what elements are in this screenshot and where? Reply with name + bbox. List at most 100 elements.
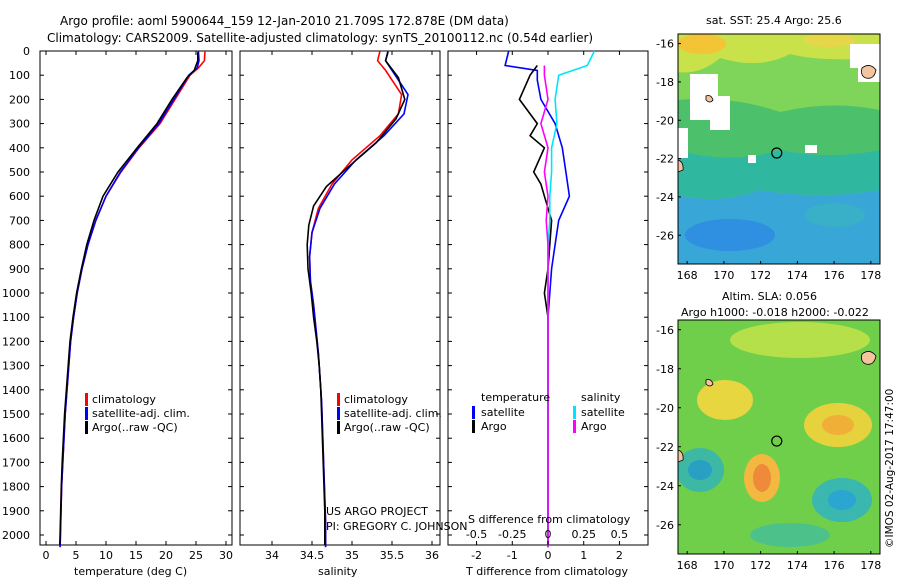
map-x-tick-label: 178: [860, 559, 881, 572]
legend-sal-argo-label: Argo: [581, 420, 607, 433]
x-tick-label: 0: [43, 549, 50, 562]
x-tick-label: 1: [580, 549, 587, 562]
x-tick-label: 35: [345, 549, 359, 562]
depth-tick-label: 1600: [2, 432, 30, 445]
top-tick-label: 0.25: [571, 528, 596, 541]
depth-tick-label: 900: [9, 263, 30, 276]
map-y-tick-label: -18: [656, 363, 674, 376]
map-y-tick-label: -20: [656, 402, 674, 415]
x-tick-label: 2: [616, 549, 623, 562]
x-tick-label: -1: [507, 549, 518, 562]
sst-hot-spot: [678, 34, 726, 54]
legend-argo-swatch: [337, 421, 340, 434]
top-tick-label: 0.5: [611, 528, 629, 541]
map-x-tick-label: 176: [824, 269, 845, 282]
legend-temp-argo-swatch: [472, 420, 475, 433]
series-line-satellite-adj-clim-: [59, 50, 200, 548]
series-line-argo-raw-qc-: [306, 51, 406, 545]
map-y-tick-label: -26: [656, 519, 674, 532]
salinity-panel-frame: [239, 50, 441, 546]
x-tick-label: 0: [545, 549, 552, 562]
depth-tick-label: 1400: [2, 384, 30, 397]
map-x-tick-label: 172: [750, 269, 771, 282]
island-fiji: [861, 65, 877, 79]
legend-satellite-label: satellite-adj. clim.: [344, 407, 442, 420]
sst-cool-spot: [685, 219, 775, 251]
legend-temperature-heading: temperature: [481, 391, 550, 404]
series-line-temperature-argo: [518, 65, 553, 548]
sla-low-core: [688, 460, 712, 480]
depth-tick-label: 1700: [2, 456, 30, 469]
depth-tick-label: 0: [23, 45, 30, 58]
float-position-markers: [771, 147, 783, 447]
x-tick-label: 5: [73, 549, 80, 562]
sla-map-frame: [677, 319, 881, 555]
top-tick-label: -0.25: [498, 528, 526, 541]
island-vanuatu: [705, 379, 714, 387]
x-tick-label: -2: [471, 549, 482, 562]
series-line-salinity-argo: [540, 65, 549, 548]
map-y-tick-label: -26: [656, 229, 674, 242]
sst-teal-band: [678, 150, 880, 199]
sla-low-core-2: [828, 490, 856, 510]
sla-map: [678, 320, 880, 554]
legend-salinity-heading: salinity: [581, 391, 621, 404]
depth-tick-label: 300: [9, 118, 30, 131]
salinity-legend: climatology satellite-adj. clim. Argo(..…: [337, 393, 442, 434]
legend-climatology-label: climatology: [92, 393, 156, 406]
map-x-tick-label: 174: [787, 269, 808, 282]
header-line-1: Argo profile: aoml 5900644_159 12-Jan-20…: [60, 14, 509, 28]
sla-map-title: Altim. SLA: 0.056: [722, 290, 817, 303]
sst-cool-spot-2: [805, 203, 865, 227]
sla-high-spot: [697, 380, 753, 420]
salinity-x-label: salinity: [318, 565, 358, 578]
legend-argo-label: Argo(..raw -QC): [92, 421, 178, 434]
difference-legend: temperature satellite Argo salinity sate…: [472, 391, 625, 433]
legend-sal-satellite-label: satellite: [581, 406, 625, 419]
legend-temp-satellite-label: satellite: [481, 406, 525, 419]
map-x-tick-label: 174: [787, 559, 808, 572]
legend-satellite-label: satellite-adj. clim.: [92, 407, 190, 420]
sla-high-band: [730, 322, 870, 358]
difference-x-label: T difference from climatology: [465, 565, 628, 578]
map-x-tick-label: 176: [824, 559, 845, 572]
temperature-series: [59, 50, 206, 548]
legend-temp-argo-label: Argo: [481, 420, 507, 433]
sst-hot-spot-2: [804, 34, 856, 47]
x-tick-label: 36: [425, 549, 439, 562]
temperature-x-ticks: 0 5 10 15 20 25 30: [43, 51, 233, 562]
difference-series: [504, 50, 596, 548]
sla-teal-band: [750, 523, 830, 547]
depth-tick-label: 1100: [2, 311, 30, 324]
map-x-tick-label: 170: [713, 559, 734, 572]
map-y-tick-label: -16: [656, 324, 674, 337]
sst-map: [678, 34, 880, 264]
depth-tick-label: 2000: [2, 529, 30, 542]
depth-tick-label: 400: [9, 142, 30, 155]
x-tick-label: 25: [189, 549, 203, 562]
depth-tick-label: 1900: [2, 505, 30, 518]
map-y-tick-label: -16: [656, 38, 674, 51]
x-tick-label: 10: [99, 549, 113, 562]
sla-high-core: [822, 415, 854, 435]
legend-sal-argo-swatch: [573, 420, 576, 433]
map-x-tick-label: 168: [677, 269, 698, 282]
depth-tick-label: 500: [9, 166, 30, 179]
header-line-2: Climatology: CARS2009. Satellite-adjuste…: [47, 31, 593, 45]
island-vanuatu: [705, 95, 714, 103]
depth-axis-labels: 0 100 200 300 400 500 600 700 800 900 1000 1100 1200…: [2, 45, 648, 542]
depth-tick-label: 1200: [2, 335, 30, 348]
depth-tick-label: 100: [9, 69, 30, 82]
depth-tick-label: 600: [9, 190, 30, 203]
legend-argo-label: Argo(..raw -QC): [344, 421, 430, 434]
imos-stamp: ©IMOS 02-Aug-2017 17:47:00: [884, 389, 896, 548]
sst-map-title: sat. SST: 25.4 Argo: 25.6: [706, 14, 842, 27]
legend-argo-swatch: [85, 421, 88, 434]
sst-cloud-gap-4: [805, 145, 817, 153]
map-x-tick-label: 178: [860, 269, 881, 282]
difference-top-label: S difference from climatology: [468, 513, 631, 526]
x-tick-label: 20: [159, 549, 173, 562]
sla-orange-core: [753, 464, 771, 492]
map-y-tick-label: -20: [656, 114, 674, 127]
